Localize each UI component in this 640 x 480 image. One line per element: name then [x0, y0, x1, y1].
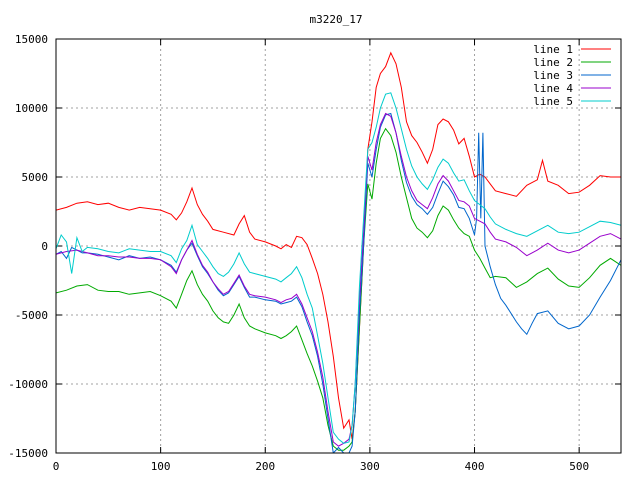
x-tick-label: 200: [255, 460, 275, 473]
y-tick-label: 15000: [15, 33, 48, 46]
legend-label-5: line 5: [533, 95, 573, 108]
y-tick-label: 0: [41, 240, 48, 253]
chart-title: m3220_17: [310, 13, 363, 26]
grid: [56, 39, 621, 453]
x-tick-label: 100: [151, 460, 171, 473]
series-line-3: [56, 112, 621, 453]
legend-label-4: line 4: [533, 82, 573, 95]
y-tick-label: 5000: [22, 171, 49, 184]
axis-ticks: 0 100 200 300 400 500 -15000 -10000 -5000 0 5000 10…: [8, 33, 621, 473]
series-line-5: [56, 92, 621, 444]
x-tick-label: 300: [360, 460, 380, 473]
y-tick-label: -15000: [8, 447, 48, 460]
series-group: [56, 51, 621, 453]
y-tick-label: -5000: [15, 309, 48, 322]
legend-label-3: line 3: [533, 69, 573, 82]
x-tick-label: 500: [569, 460, 589, 473]
plot-frame: [55, 38, 622, 454]
y-tick-label: -10000: [8, 378, 48, 391]
x-tick-label: 400: [465, 460, 485, 473]
legend-label-1: line 1: [533, 43, 573, 56]
y-tick-label: 10000: [15, 102, 48, 115]
series-line-4: [56, 112, 621, 447]
x-tick-label: 0: [53, 460, 60, 473]
legend-label-2: line 2: [533, 56, 573, 69]
series-line-2: [56, 127, 621, 451]
